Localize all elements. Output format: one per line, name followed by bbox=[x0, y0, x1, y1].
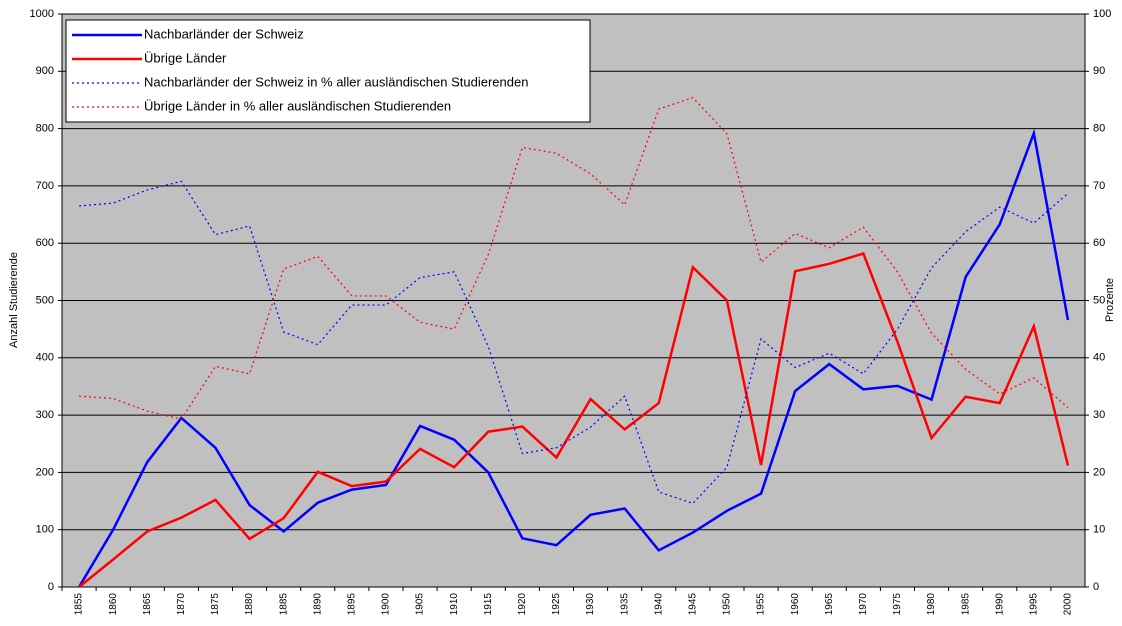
y-tick-label: 600 bbox=[36, 237, 54, 249]
legend-label: Übrige Länder bbox=[144, 50, 227, 65]
x-tick-label: 1920 bbox=[517, 593, 528, 616]
y2-tick-label: 80 bbox=[1093, 123, 1105, 135]
x-tick-label: 1990 bbox=[994, 593, 1005, 616]
x-tick-label: 1885 bbox=[278, 593, 289, 616]
x-tick-label: 1925 bbox=[551, 593, 562, 616]
x-tick-label: 1960 bbox=[790, 593, 801, 616]
y2-tick-label: 100 bbox=[1093, 8, 1111, 20]
x-tick-label: 1980 bbox=[926, 593, 937, 616]
series-line bbox=[77, 128, 1070, 588]
y-tick-label: 500 bbox=[36, 294, 54, 306]
x-tick-label: 1855 bbox=[74, 593, 85, 616]
legend-label: Übrige Länder in % aller ausländischen S… bbox=[144, 98, 451, 113]
x-tick-label: 1915 bbox=[483, 593, 494, 616]
y2-tick-label: 90 bbox=[1093, 65, 1105, 77]
x-tick-label: 1880 bbox=[244, 593, 255, 616]
y-tick-label: 0 bbox=[48, 581, 54, 593]
x-tick-label: 2000 bbox=[1063, 593, 1074, 616]
x-tick-label: 1975 bbox=[892, 593, 903, 616]
y2-tick-label: 60 bbox=[1093, 237, 1105, 249]
series-line bbox=[78, 180, 1069, 505]
y-tick-label: 700 bbox=[36, 180, 54, 192]
x-tick-label: 1940 bbox=[653, 593, 664, 616]
y2-tick-label: 30 bbox=[1093, 409, 1105, 421]
x-tick-label: 1965 bbox=[824, 593, 835, 616]
y2-tick-label: 20 bbox=[1093, 466, 1105, 478]
y2-tick-label: 40 bbox=[1093, 352, 1105, 364]
x-tick-label: 1905 bbox=[415, 593, 426, 616]
x-tick-label: 1895 bbox=[346, 593, 357, 616]
y2-axis-label: Prozente bbox=[1104, 278, 1116, 322]
x-tick-label: 1865 bbox=[142, 593, 153, 616]
x-tick-label: 1875 bbox=[210, 593, 221, 616]
x-tick-label: 1995 bbox=[1028, 593, 1039, 616]
x-tick-label: 1985 bbox=[960, 593, 971, 616]
x-tick-label: 1935 bbox=[619, 593, 630, 616]
series-line bbox=[78, 251, 1070, 588]
legend-label: Nachbarländer der Schweiz bbox=[144, 26, 304, 41]
legend-label: Nachbarländer der Schweiz in % aller aus… bbox=[144, 74, 528, 89]
x-tick-label: 1955 bbox=[756, 593, 767, 616]
y2-tick-label: 10 bbox=[1093, 524, 1105, 536]
x-tick-label: 1930 bbox=[585, 593, 596, 616]
y2-tick-label: 50 bbox=[1093, 294, 1105, 306]
y2-tick-label: 70 bbox=[1093, 180, 1105, 192]
x-tick-label: 1860 bbox=[108, 593, 119, 616]
y-tick-label: 800 bbox=[36, 123, 54, 135]
y-tick-label: 200 bbox=[36, 466, 54, 478]
y-tick-label: 300 bbox=[36, 409, 54, 421]
x-tick-label: 1950 bbox=[722, 593, 733, 616]
y-tick-label: 100 bbox=[36, 524, 54, 536]
x-tick-label: 1945 bbox=[687, 593, 698, 616]
x-tick-label: 1870 bbox=[176, 593, 187, 616]
y-axis-label: Anzahl Studierende bbox=[8, 252, 20, 348]
y-tick-label: 1000 bbox=[30, 8, 54, 20]
x-tick-label: 1900 bbox=[381, 593, 392, 616]
x-tick-label: 1890 bbox=[312, 593, 323, 616]
x-tick-label: 1970 bbox=[858, 593, 869, 616]
x-tick-label: 1910 bbox=[449, 593, 460, 616]
y2-tick-label: 0 bbox=[1093, 581, 1099, 593]
legend-box bbox=[65, 19, 591, 123]
y-tick-label: 400 bbox=[36, 352, 54, 364]
y-tick-label: 900 bbox=[36, 65, 54, 77]
